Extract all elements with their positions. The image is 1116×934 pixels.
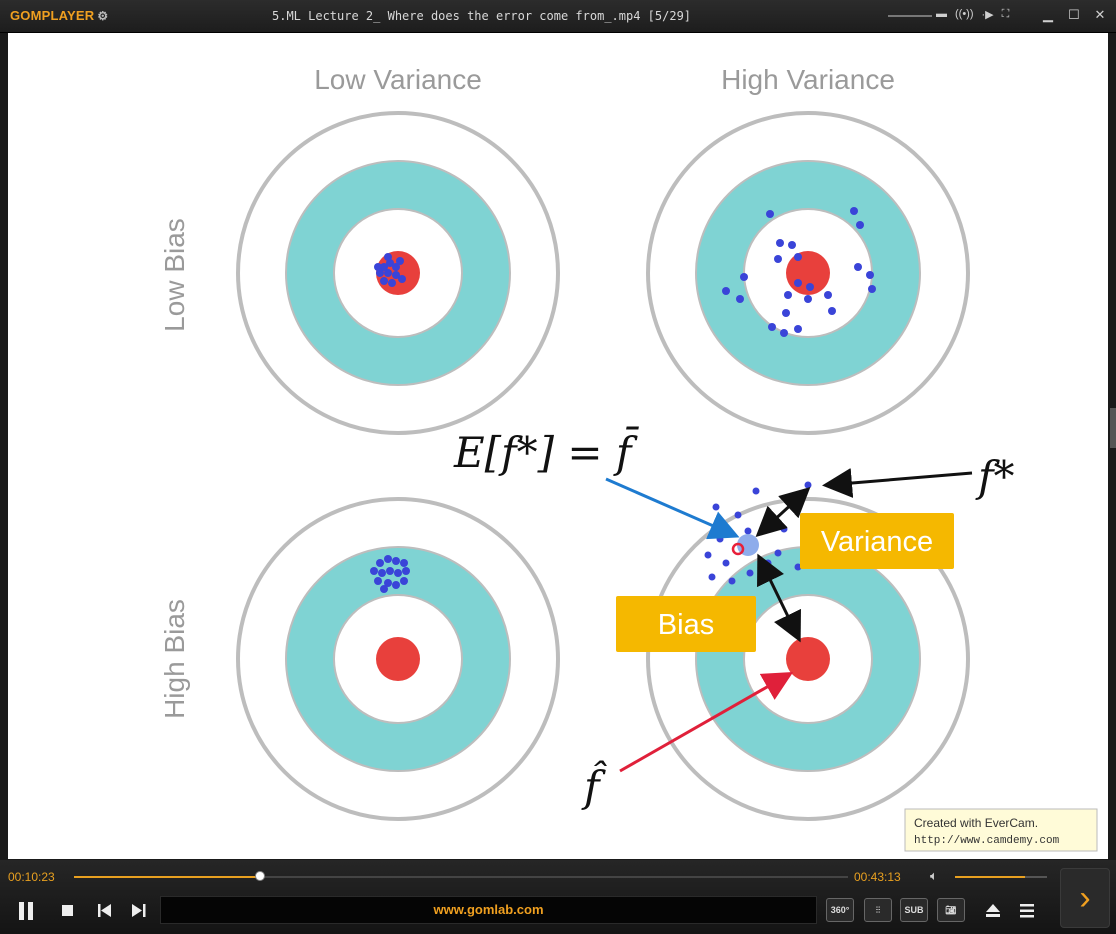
col-label-high-variance: High Variance (721, 64, 895, 95)
total-time: 00:43:13 (854, 870, 901, 884)
mini-controls: ▬ ((•)) ·▶ ⛶ (936, 8, 1009, 21)
f-hat-arrow (619, 672, 794, 773)
subtitle-button[interactable]: SUB (900, 898, 928, 922)
mini-slider-handle-icon[interactable]: ▬ (936, 8, 947, 20)
mini-volume-bar[interactable] (888, 15, 932, 17)
bias-label: Bias (658, 609, 714, 641)
settings-gear-icon[interactable]: ⚙ (97, 9, 109, 23)
url-banner[interactable]: www.gomlab.com (160, 896, 817, 924)
expectation-arrow (605, 477, 740, 540)
current-time: 00:10:23 (8, 870, 55, 884)
next-icon[interactable] (132, 904, 146, 917)
variance-arrow (755, 486, 811, 538)
close-icon[interactable]: ✕ (1094, 7, 1106, 22)
previous-icon[interactable] (98, 904, 112, 917)
window-title: 5.ML Lecture 2_ Where does the error com… (272, 9, 692, 23)
row-label-low-bias: Low Bias (159, 218, 190, 332)
equalizer-button[interactable]: ⫶⫶ (864, 898, 892, 922)
bias-label-box: Bias (616, 596, 756, 652)
playlist-menu-icon[interactable] (1020, 904, 1034, 918)
next-panel-button[interactable]: › (1060, 868, 1110, 928)
stop-icon[interactable] (62, 905, 73, 916)
seek-bar[interactable] (74, 871, 848, 881)
volume-icon[interactable]: 🔈︎ (930, 868, 938, 883)
maximize-icon[interactable]: ☐ (1068, 7, 1080, 22)
row-label-high-bias: High Bias (159, 599, 190, 719)
equalizer-icon: ⫶⫶ (875, 905, 881, 915)
variance-label: Variance (821, 526, 933, 558)
pause-icon[interactable] (18, 902, 34, 920)
vr-360-button[interactable]: 360° (826, 898, 854, 922)
fullscreen-icon[interactable]: ⛶ (1001, 8, 1010, 20)
bias-arrow (757, 553, 801, 643)
audio-icon[interactable]: ((•)) (955, 8, 974, 20)
video-frame[interactable]: Low Variance High Variance Low Bias High… (8, 33, 1108, 859)
label-f-hat: f̂ (581, 759, 607, 811)
chevron-right-icon: › (1079, 879, 1091, 917)
slide-canvas: Low Variance High Variance Low Bias High… (159, 64, 1098, 852)
variance-label-box: Variance (800, 513, 954, 569)
target-low-bias-high-variance (646, 111, 970, 435)
side-panel-handle[interactable] (1110, 408, 1116, 448)
seek-progress (74, 876, 260, 878)
seek-handle[interactable] (254, 871, 265, 881)
evercam-watermark: Created with EverCam. http://www.camdemy… (904, 808, 1098, 852)
player-controls: 00:10:23 00:43:13 🔈︎ www.gomlab.com 360°… (0, 860, 1116, 934)
play-forward-icon[interactable]: ·▶ (981, 9, 994, 21)
label-f-star: f* (975, 452, 1015, 501)
capture-button[interactable]: 📷︎ (937, 898, 965, 922)
target-low-bias-low-variance (236, 111, 560, 435)
formula-expectation: E[f*] = f̄ (453, 425, 640, 477)
camera-icon: 📷︎ (945, 905, 957, 915)
volume-level (955, 876, 1025, 878)
col-label-low-variance: Low Variance (314, 64, 482, 95)
app-logo[interactable]: GOMPLAYER ⚙ (10, 8, 109, 23)
eject-icon[interactable] (986, 904, 1000, 918)
minimize-icon[interactable]: ▁ (1043, 7, 1053, 22)
watermark-line2: http://www.camdemy.com (914, 835, 1060, 847)
title-bar: GOMPLAYER ⚙ 5.ML Lecture 2_ Where does th… (0, 0, 1116, 33)
target-high-bias-low-variance (236, 497, 560, 821)
window-controls: ▁ ☐ ✕ (1040, 7, 1108, 23)
volume-slider[interactable] (955, 876, 1047, 878)
f-star-arrow (822, 468, 973, 498)
watermark-line1: Created with EverCam. (914, 816, 1038, 830)
